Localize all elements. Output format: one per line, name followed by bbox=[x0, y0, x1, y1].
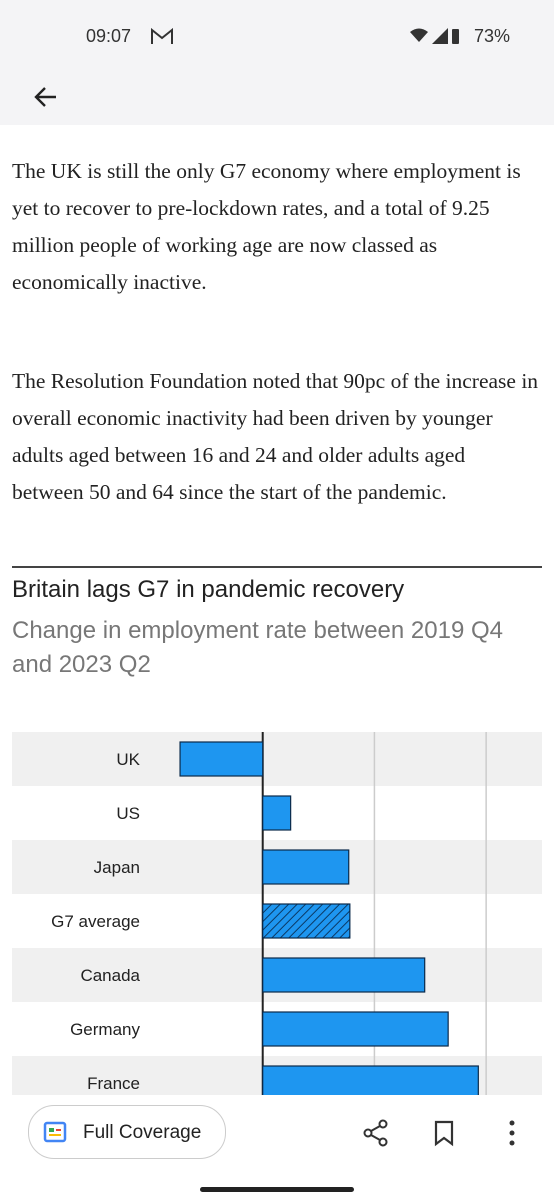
chart: UK US Japan G7 average Canada Germany France bbox=[12, 732, 542, 1095]
bar bbox=[262, 1011, 449, 1047]
more-button[interactable] bbox=[504, 1119, 520, 1147]
button-label: Full Coverage bbox=[83, 1122, 202, 1143]
signal-icons bbox=[410, 28, 459, 44]
chart-subtitle: Change in employment rate between 2019 Q… bbox=[12, 617, 503, 678]
paragraph: The UK is still the only G7 economy wher… bbox=[12, 159, 521, 294]
paragraph: The Resolution Foundation noted that 90p… bbox=[12, 369, 539, 504]
category-label: Canada bbox=[80, 966, 140, 985]
category-label: UK bbox=[116, 750, 140, 769]
divider bbox=[12, 566, 542, 568]
back-button[interactable] bbox=[32, 84, 60, 110]
coverage-icon bbox=[43, 1121, 67, 1143]
bookmark-button[interactable] bbox=[432, 1119, 456, 1147]
bar bbox=[262, 1065, 479, 1095]
category-label: France bbox=[87, 1074, 140, 1093]
full-coverage-button[interactable]: Full Coverage bbox=[28, 1105, 226, 1159]
share-button[interactable] bbox=[362, 1119, 390, 1147]
bar bbox=[179, 741, 264, 777]
bottom-bar: Full Coverage bbox=[0, 1095, 554, 1200]
category-label: G7 average bbox=[51, 912, 140, 931]
bar bbox=[262, 795, 292, 831]
category-label: US bbox=[116, 804, 140, 823]
row-stripe bbox=[12, 732, 542, 786]
status-time: 09:07 bbox=[86, 26, 132, 46]
top-area: 09:07 73% bbox=[0, 0, 554, 125]
category-label: Germany bbox=[70, 1020, 140, 1039]
bar bbox=[262, 849, 350, 885]
chart-title: Britain lags G7 in pandemic recovery bbox=[12, 576, 405, 603]
home-indicator bbox=[200, 1187, 354, 1192]
bar bbox=[262, 903, 351, 939]
bar bbox=[262, 957, 426, 993]
category-label: Japan bbox=[94, 858, 140, 877]
mail-icon bbox=[151, 28, 173, 44]
battery-level: 73% bbox=[474, 26, 511, 46]
